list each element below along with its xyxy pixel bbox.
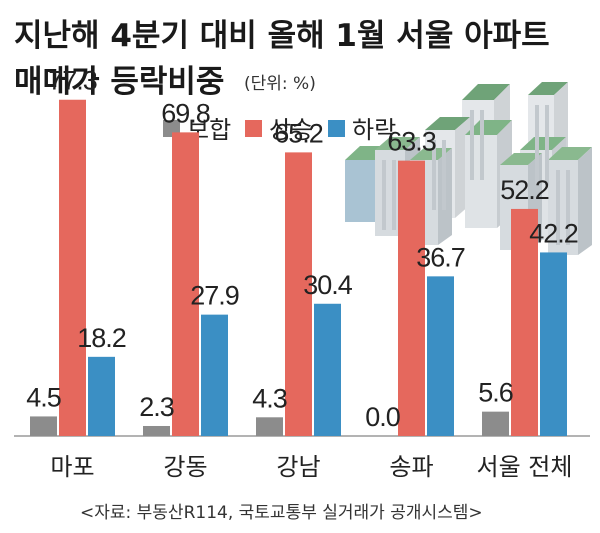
value-label-하락-강동: 27.9: [190, 281, 239, 311]
legend-swatch-하락: [328, 120, 345, 137]
value-label-상승-마포: 77.3: [48, 66, 97, 96]
bar-보합-강남: [256, 417, 283, 436]
value-label-보합-강동: 2.3: [139, 392, 174, 422]
bar-하락-강남: [314, 303, 341, 436]
chart-title-line1: 지난해 4분기 대비 올해 1월 서울 아파트: [14, 18, 550, 54]
value-label-하락-송파: 36.7: [416, 242, 465, 272]
value-label-상승-서울 전체: 52.2: [500, 175, 549, 205]
category-label-서울 전체: 서울 전체: [477, 453, 573, 481]
bar-보합-강동: [143, 425, 170, 436]
bars-group: [30, 99, 567, 437]
legend-label-하락: 하락: [352, 116, 396, 144]
value-label-보합-송파: 0.0: [365, 402, 400, 432]
bar-상승-마포: [59, 99, 86, 437]
value-label-하락-마포: 18.2: [77, 323, 126, 353]
bar-상승-서울 전체: [511, 208, 538, 436]
bar-하락-마포: [88, 356, 115, 436]
bar-보합-마포: [30, 416, 57, 436]
apartment-buildings-illustration: [345, 82, 592, 255]
legend-label-상승: 상승: [269, 116, 313, 144]
value-labels-group: 4.5 77.3 18.2 2.3 69.8 27.9 4.3 65.2 30.4 0.0 63.3…: [26, 66, 579, 432]
bar-하락-서울 전체: [540, 252, 567, 436]
value-label-상승-강남: 65.2: [274, 118, 323, 148]
legend: 보합 상승 하락: [163, 116, 396, 144]
value-label-하락-강남: 30.4: [303, 270, 353, 300]
value-label-보합-강남: 4.3: [252, 383, 287, 413]
category-label-송파: 송파: [389, 453, 433, 481]
bar-상승-강남: [285, 152, 312, 436]
legend-swatch-상승: [245, 120, 262, 137]
source-note: <자료: 부동산R114, 국토교통부 실거래가 공개시스템>: [80, 503, 483, 523]
unit-label: (단위: %): [244, 74, 316, 94]
category-label-강남: 강남: [276, 453, 320, 481]
bar-상승-강동: [172, 132, 199, 436]
value-label-보합-마포: 4.5: [26, 382, 61, 412]
category-label-강동: 강동: [163, 453, 207, 481]
chart-title-line2: 매매가 등락비중: [14, 64, 224, 100]
value-label-하락-서울 전체: 42.2: [529, 218, 578, 248]
value-label-상승-강동: 69.8: [161, 98, 210, 128]
bar-보합-서울 전체: [482, 411, 509, 436]
category-labels-group: 마포 강동 강남 송파 서울 전체: [50, 453, 572, 481]
category-label-마포: 마포: [50, 453, 94, 481]
bar-하락-강동: [201, 314, 228, 436]
value-label-보합-서울 전체: 5.6: [478, 378, 513, 408]
bar-상승-송파: [398, 160, 425, 436]
bar-하락-송파: [427, 276, 454, 436]
value-label-상승-송파: 63.3: [387, 127, 436, 157]
